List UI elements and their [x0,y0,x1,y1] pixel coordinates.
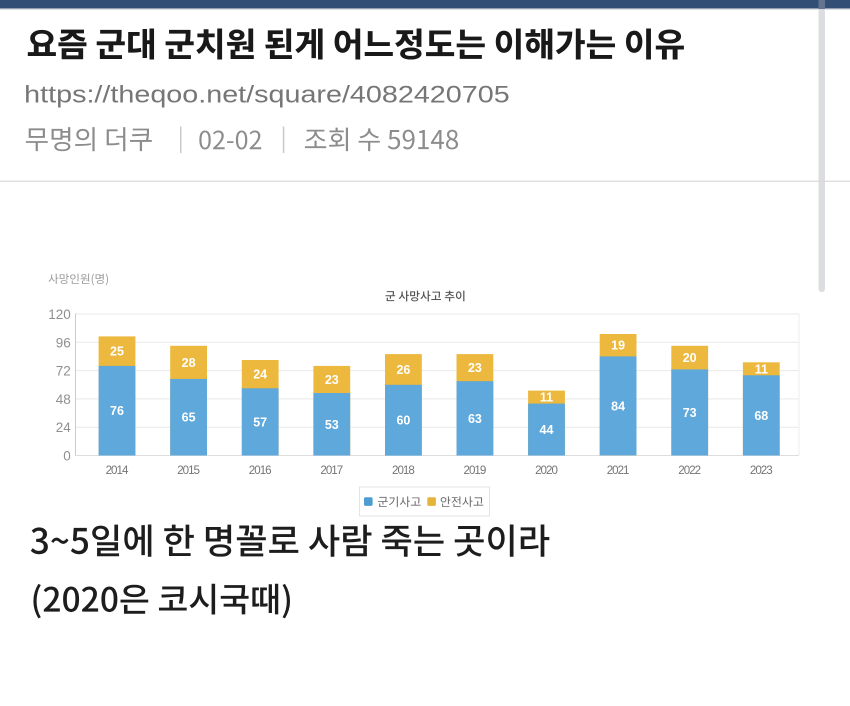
svg-text:68: 68 [754,409,768,423]
svg-text:20: 20 [683,351,697,365]
svg-text:2017: 2017 [320,464,343,477]
svg-text:65: 65 [182,411,196,425]
svg-text:73: 73 [683,406,697,420]
svg-text:2018: 2018 [392,464,415,477]
svg-text:76: 76 [110,404,124,418]
svg-text:2019: 2019 [464,464,487,477]
svg-text:63: 63 [468,412,482,426]
svg-text:https://theqoo.net/square/4082: https://theqoo.net/square/4082420705 [24,82,510,109]
svg-text:48: 48 [56,392,71,407]
svg-text:72: 72 [56,364,71,379]
svg-text:25: 25 [110,345,124,359]
svg-text:24: 24 [56,420,72,435]
svg-text:84: 84 [611,400,625,414]
svg-text:2022: 2022 [678,464,701,477]
svg-text:19: 19 [611,339,625,353]
svg-text:11: 11 [755,362,768,376]
svg-text:2021: 2021 [607,464,630,477]
svg-text:44: 44 [540,423,554,437]
svg-text:11: 11 [540,391,553,405]
svg-text:120: 120 [48,307,71,322]
svg-text:2014: 2014 [106,464,129,477]
svg-text:96: 96 [56,335,71,350]
svg-text:26: 26 [396,363,410,377]
svg-text:23: 23 [468,361,482,375]
svg-text:2016: 2016 [249,464,272,477]
svg-text:2015: 2015 [177,464,200,477]
svg-text:24: 24 [253,368,267,382]
svg-text:28: 28 [182,356,196,370]
svg-text:60: 60 [396,414,410,428]
svg-text:2020: 2020 [535,464,558,477]
svg-text:57: 57 [253,415,267,429]
svg-text:2023: 2023 [750,464,773,477]
svg-text:23: 23 [325,373,339,387]
svg-text:53: 53 [325,418,339,432]
svg-text:0: 0 [63,449,71,464]
